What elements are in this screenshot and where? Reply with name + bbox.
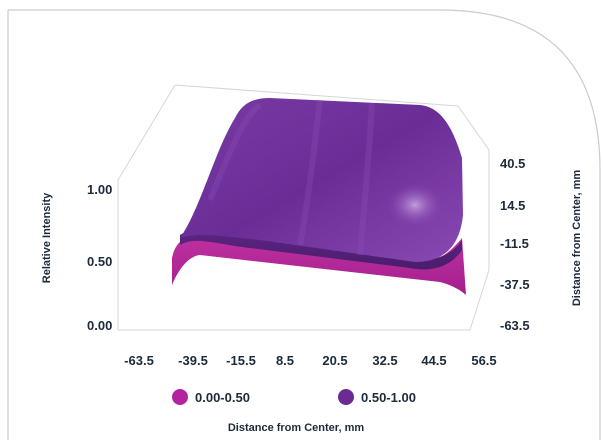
y-tick: 40.5: [500, 156, 525, 171]
z-axis-ticks: 1.00 0.50 0.00: [87, 182, 112, 333]
x-tick: -15.5: [226, 353, 256, 368]
x-tick: 8.5: [276, 353, 294, 368]
plot-frame: [117, 84, 490, 331]
x-tick: 20.5: [322, 353, 347, 368]
z-axis-title: Relative Intensity: [41, 192, 53, 283]
z-tick: 0.50: [87, 254, 112, 269]
legend-label-low: 0.00-0.50: [195, 390, 250, 405]
surface-ridges: [207, 99, 375, 256]
x-tick: 56.5: [471, 353, 496, 368]
x-tick: -63.5: [124, 353, 154, 368]
y-tick: 14.5: [500, 198, 525, 213]
x-tick: -39.5: [178, 353, 208, 368]
x-tick: 32.5: [372, 353, 397, 368]
y-tick: -37.5: [500, 277, 530, 292]
surface-front-face: [180, 229, 462, 270]
x-axis-ticks: -63.5 -39.5 -15.5 8.5 20.5 32.5 44.5 56.…: [124, 353, 496, 368]
legend-label-high: 0.50-1.00: [361, 390, 416, 405]
surface-low-band: [172, 235, 466, 295]
y-tick: -11.5: [500, 236, 529, 251]
y-axis-title: Distance from Center, mm: [571, 170, 583, 307]
legend-swatch-low: [172, 389, 188, 405]
surface-high-band: [180, 98, 463, 262]
x-tick: 44.5: [421, 353, 446, 368]
surface-highlight: [387, 183, 443, 227]
x-axis-title: Distance from Center, mm: [228, 422, 365, 434]
legend-swatch-high: [338, 389, 354, 405]
legend: 0.00-0.50 0.50-1.00: [172, 389, 416, 405]
y-tick: -63.5: [500, 318, 530, 333]
z-tick: 0.00: [87, 318, 112, 333]
y-axis-ticks: 40.5 14.5 -11.5 -37.5 -63.5: [500, 156, 530, 333]
z-tick: 1.00: [87, 182, 112, 197]
card-border: [7, 9, 601, 440]
